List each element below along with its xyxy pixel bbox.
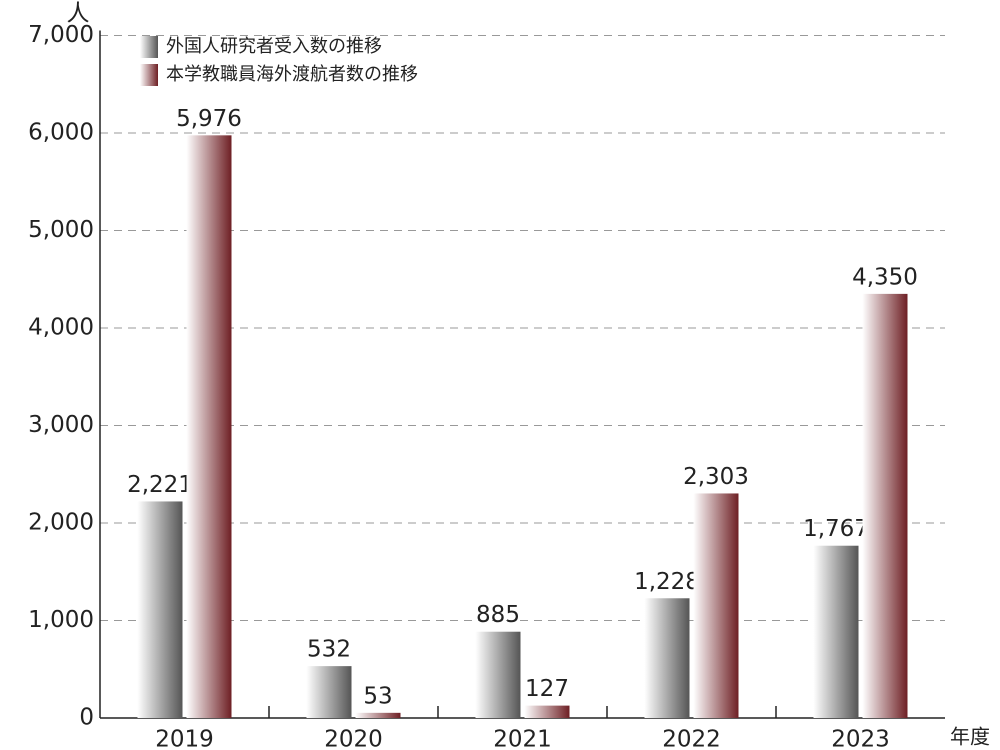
bar bbox=[813, 545, 859, 718]
bar bbox=[137, 501, 183, 718]
value-label: 53 bbox=[363, 683, 392, 709]
x-tick-label: 2019 bbox=[155, 727, 214, 750]
bar bbox=[355, 712, 401, 718]
y-tick-label: 1,000 bbox=[28, 607, 94, 633]
value-label: 885 bbox=[476, 602, 520, 628]
legend-swatch bbox=[140, 36, 158, 58]
value-label: 1,228 bbox=[634, 569, 700, 595]
value-label: 1,767 bbox=[803, 516, 869, 542]
bar bbox=[862, 293, 908, 718]
value-label: 2,221 bbox=[127, 472, 193, 498]
y-tick-label: 7,000 bbox=[28, 22, 94, 48]
bar bbox=[524, 705, 570, 718]
value-label: 2,303 bbox=[683, 464, 749, 490]
y-tick-label: 5,000 bbox=[28, 217, 94, 243]
x-tick-label: 2023 bbox=[831, 727, 890, 750]
value-label: 532 bbox=[307, 637, 351, 663]
legend-label: 外国人研究者受入数の推移 bbox=[166, 36, 382, 57]
y-tick-label: 6,000 bbox=[28, 120, 94, 146]
y-tick-label: 3,000 bbox=[28, 412, 94, 438]
y-unit: 人 bbox=[67, 1, 90, 27]
legend-label: 本学教職員海外渡航者数の推移 bbox=[166, 64, 418, 85]
x-tick-label: 2022 bbox=[662, 727, 721, 750]
bar bbox=[475, 631, 521, 718]
value-label: 4,350 bbox=[852, 264, 918, 290]
bar bbox=[644, 598, 690, 718]
bar bbox=[693, 493, 739, 718]
x-tick-label: 2021 bbox=[493, 727, 552, 750]
legend-swatch bbox=[140, 64, 158, 86]
y-tick-label: 4,000 bbox=[28, 315, 94, 341]
y-tick-label: 2,000 bbox=[28, 510, 94, 536]
x-unit: 年度 bbox=[950, 725, 990, 749]
bar bbox=[186, 135, 232, 719]
value-label: 5,976 bbox=[176, 106, 242, 132]
y-tick-label: 0 bbox=[79, 705, 94, 731]
x-tick-label: 2020 bbox=[324, 727, 383, 750]
value-label: 127 bbox=[525, 676, 569, 702]
bar bbox=[306, 666, 352, 718]
